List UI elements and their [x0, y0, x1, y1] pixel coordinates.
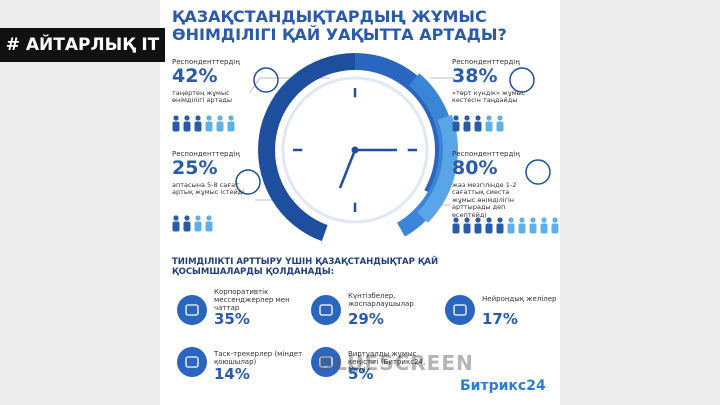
- person-icon: [183, 121, 191, 132]
- app-icon-glyph: [185, 304, 199, 316]
- person-icon: [541, 217, 547, 223]
- app-value: 5%: [348, 365, 374, 383]
- clock-arc: [258, 53, 355, 242]
- person-icon: [508, 217, 514, 223]
- person-icon: [464, 115, 470, 121]
- person-icon: [464, 217, 470, 223]
- person-icon: [184, 215, 190, 221]
- stat-text: «төрт күндік» жұмыс кестесін таңдайды: [452, 89, 526, 105]
- person-icon: [496, 223, 504, 234]
- app-icon: [445, 295, 475, 325]
- app-value: 17%: [482, 310, 518, 328]
- app-value: 29%: [348, 310, 384, 328]
- person-icon: [195, 215, 201, 221]
- person-icon: [519, 217, 525, 223]
- person-icon: [507, 223, 515, 234]
- person-icon: [184, 115, 190, 121]
- stat-text: аптасына 5-8 сағат артық жұмыс істейді: [172, 181, 245, 197]
- person-icon: [227, 121, 235, 132]
- app-icon-glyph: [453, 304, 467, 316]
- person-icon: [497, 115, 503, 121]
- person-icon: [194, 121, 202, 132]
- person-icon: [474, 121, 482, 132]
- person-icon: [452, 121, 460, 132]
- app-icon-glyph: [319, 304, 333, 316]
- title: ҚАЗАҚСТАНДЫҚТАРДЫҢ ЖҰМЫС ӨНІМДІЛІГІ ҚАЙ …: [172, 7, 507, 45]
- stat-value: 38%: [452, 65, 498, 87]
- person-icon: [205, 121, 213, 132]
- person-icon: [216, 121, 224, 132]
- stat-value: 42%: [172, 65, 218, 87]
- person-icon: [530, 217, 536, 223]
- person-icon: [453, 115, 459, 121]
- watermark: BLUESCREEN: [318, 351, 474, 375]
- person-icon: [217, 115, 223, 121]
- person-icon: [551, 223, 559, 234]
- person-icon: [453, 217, 459, 223]
- app-value: 35%: [214, 310, 250, 328]
- person-icon: [529, 223, 537, 234]
- title-line: ҚАЗАҚСТАНДЫҚТАРДЫҢ ЖҰМЫС: [172, 7, 487, 26]
- stat-text: таңертең жұмыс өнімділігі артады: [172, 89, 232, 105]
- app-name: Виртуалды жұмыс кеңістігі (Битрикс24, Mi…: [348, 350, 426, 375]
- stat-icon: [525, 159, 551, 185]
- app-name: Күнтізбелер, жоспарлаушылар: [348, 292, 414, 309]
- person-icon: [194, 221, 202, 232]
- apps-title: ТИІМДІЛІКТІ АРТТЫРУ ҮШІН ҚАЗАҚСТАНДЫҚТАР…: [172, 257, 439, 277]
- stat-label: Респонденттердің: [172, 58, 240, 66]
- app-name: Корпоративтік мессенджерлер мен чаттар: [214, 288, 290, 313]
- person-icon: [206, 115, 212, 121]
- person-icon: [173, 115, 179, 121]
- person-icon: [486, 217, 492, 223]
- person-icon: [205, 221, 213, 232]
- person-icon: [228, 115, 234, 121]
- person-icon: [452, 223, 460, 234]
- stat-value: 80%: [452, 157, 498, 179]
- title-line: ӨНІМДІЛІГІ ҚАЙ УАҚЫТТА АРТАДЫ?: [172, 25, 507, 45]
- app-icon: [177, 347, 207, 377]
- person-icon: [540, 223, 548, 234]
- app-icon-glyph: [185, 356, 199, 368]
- stat-icon: [235, 169, 261, 195]
- person-icon: [497, 217, 503, 223]
- person-icon: [474, 223, 482, 234]
- person-icon: [463, 223, 471, 234]
- person-icon: [183, 221, 191, 232]
- logo: Битрикс24: [460, 378, 546, 394]
- person-icon: [486, 115, 492, 121]
- clock-pin: [351, 146, 359, 154]
- stat-value: 25%: [172, 157, 218, 179]
- person-icon: [173, 215, 179, 221]
- badge: # АЙТАРЛЫҚ IT: [0, 28, 165, 62]
- stat-text: жаз мезгілінде 1-2 сағаттық сиеста жұмыс…: [452, 181, 517, 219]
- clock-arc: [417, 114, 458, 223]
- person-icon: [172, 221, 180, 232]
- person-icon: [518, 223, 526, 234]
- app-icon: [177, 295, 207, 325]
- person-icon: [485, 223, 493, 234]
- app-icon: [311, 295, 341, 325]
- person-icon: [206, 215, 212, 221]
- person-icon: [475, 115, 481, 121]
- app-icon-glyph: [319, 356, 333, 368]
- app-name: Таск-трекерлер (міндет қоюшылар): [214, 350, 303, 367]
- clock-hand: [338, 149, 357, 189]
- person-icon: [463, 121, 471, 132]
- stat-icon: [509, 67, 535, 93]
- person-icon: [485, 121, 493, 132]
- person-icon: [195, 115, 201, 121]
- stat-icon: [253, 67, 279, 93]
- person-icon: [552, 217, 558, 223]
- person-icon: [172, 121, 180, 132]
- app-value: 14%: [214, 365, 250, 383]
- app-name: Нейрондық желілер: [482, 295, 557, 303]
- person-icon: [496, 121, 504, 132]
- app-icon: [311, 347, 341, 377]
- stat-label: Респонденттердің: [452, 58, 520, 66]
- stat-label: Респонденттердің: [172, 150, 240, 158]
- person-icon: [475, 217, 481, 223]
- stat-label: Респонденттердің: [452, 150, 520, 158]
